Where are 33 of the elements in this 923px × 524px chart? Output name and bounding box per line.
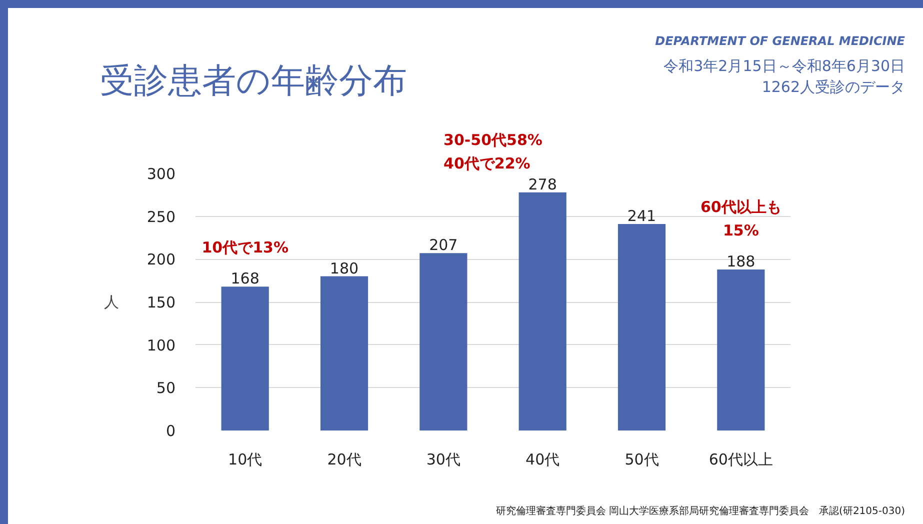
bar (518, 192, 566, 430)
y-tick-label: 200 (146, 250, 176, 269)
data-label: 241 (627, 207, 656, 226)
data-label: 168 (230, 270, 260, 288)
text: DEPARTMENT OF GENERAL MEDICINE (655, 33, 905, 50)
x-tick-label: 30代 (426, 450, 460, 468)
y-tick-label: 250 (146, 208, 176, 226)
chart-title: 受診患者の年齢分布 (100, 60, 407, 103)
data-label: 180 (330, 259, 359, 278)
x-tick-label: 60代以上 (708, 450, 773, 468)
x-tick-label: 40代 (526, 450, 560, 468)
annotation: 60代以上も 15% (700, 198, 782, 240)
y-tick-label: 100 (146, 336, 176, 354)
x-tick-label: 10代 (228, 450, 262, 468)
y-tick-label: 300 (146, 165, 176, 183)
data-label: 207 (429, 236, 458, 254)
y-tick-label: 0 (166, 422, 176, 440)
data-label: 188 (726, 252, 756, 270)
x-tick-label: 20代 (327, 450, 362, 468)
text: 研究倫理審査専門委員会 岡山大学医療系部局研究倫理審査専門委員会 承認(研2105-030) (496, 505, 905, 519)
y-axis-title: 人 (104, 293, 119, 311)
data-label: 278 (528, 175, 557, 194)
x-tick-label: 50代 (624, 450, 659, 468)
y-tick-label: 150 (146, 294, 176, 312)
bar (320, 276, 368, 430)
y-tick-label: 50 (156, 379, 176, 398)
annotation: 10代で13% (202, 238, 288, 257)
bar (717, 269, 765, 430)
annotation: 30-50代58% 40代で22% (444, 131, 542, 172)
bar (420, 253, 468, 430)
bar (618, 224, 666, 430)
chart-subtitle: 令和3年2月15日～令和8年6月30日 1262人受診のデータ (662, 56, 905, 98)
bar (221, 286, 269, 430)
